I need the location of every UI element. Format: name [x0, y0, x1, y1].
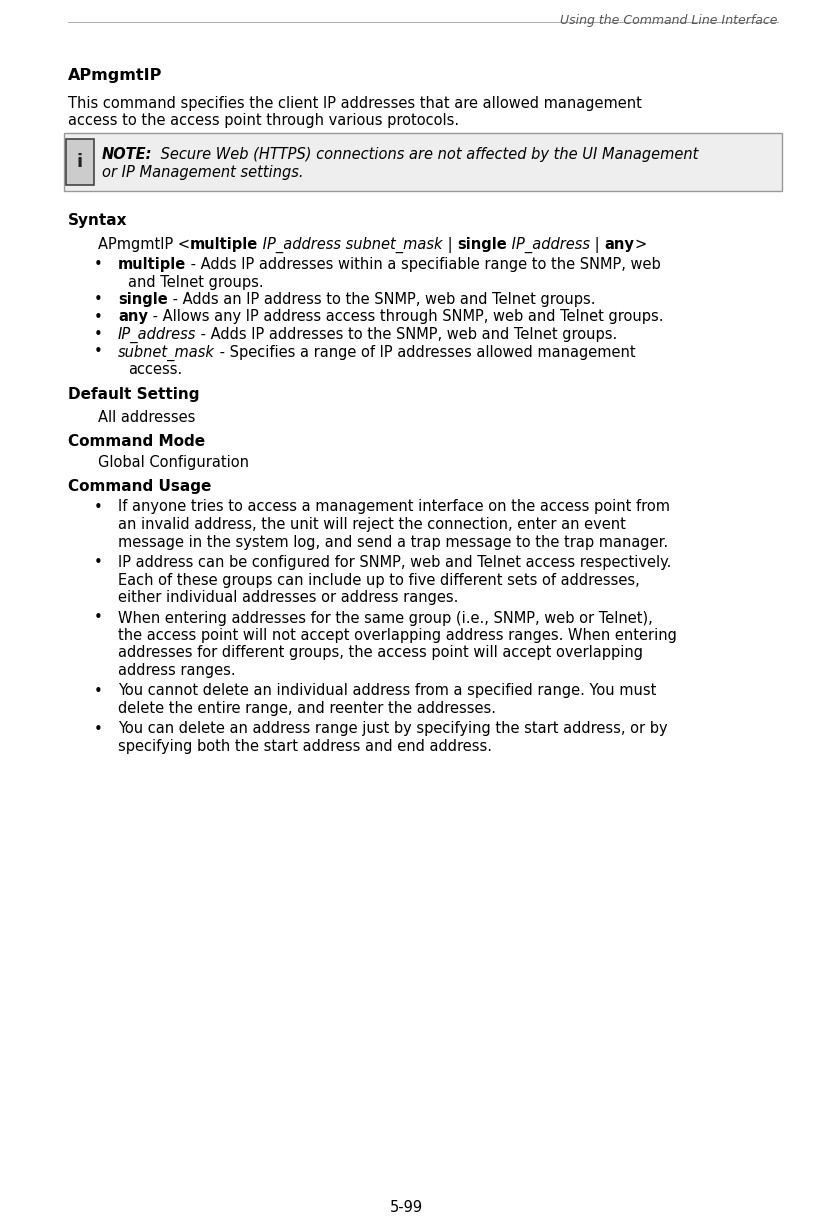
- Text: This command specifies the client IP addresses that are allowed management: This command specifies the client IP add…: [68, 96, 642, 111]
- Text: Global Configuration: Global Configuration: [98, 456, 249, 471]
- Text: IP_address: IP_address: [118, 327, 197, 343]
- Text: single: single: [457, 237, 506, 252]
- Text: |: |: [443, 237, 457, 253]
- Text: All addresses: All addresses: [98, 409, 195, 424]
- Text: •: •: [94, 611, 102, 626]
- Text: Default Setting: Default Setting: [68, 387, 199, 403]
- Text: Command Usage: Command Usage: [68, 479, 211, 494]
- Text: •: •: [94, 721, 102, 736]
- Text: Syntax: Syntax: [68, 213, 128, 229]
- Text: •: •: [94, 310, 102, 324]
- Text: single: single: [118, 293, 167, 307]
- Text: NOTE:: NOTE:: [102, 147, 153, 162]
- Text: and Telnet groups.: and Telnet groups.: [128, 274, 263, 290]
- Text: subnet_mask: subnet_mask: [118, 344, 215, 360]
- Text: addresses for different groups, the access point will accept overlapping: addresses for different groups, the acce…: [118, 645, 643, 660]
- Text: any: any: [118, 310, 148, 324]
- Text: Using the Command Line Interface: Using the Command Line Interface: [560, 14, 778, 27]
- Text: - Adds IP addresses within a specifiable range to the SNMP, web: - Adds IP addresses within a specifiable…: [186, 257, 661, 272]
- Text: either individual addresses or address ranges.: either individual addresses or address r…: [118, 590, 459, 605]
- Text: - Adds IP addresses to the SNMP, web and Telnet groups.: - Adds IP addresses to the SNMP, web and…: [197, 327, 618, 342]
- Text: •: •: [94, 327, 102, 342]
- Text: address ranges.: address ranges.: [118, 662, 236, 678]
- Text: IP_address: IP_address: [506, 237, 590, 253]
- Text: •: •: [94, 257, 102, 272]
- Text: - Adds an IP address to the SNMP, web and Telnet groups.: - Adds an IP address to the SNMP, web an…: [167, 293, 595, 307]
- Text: •: •: [94, 293, 102, 307]
- Text: multiple: multiple: [118, 257, 186, 272]
- Text: •: •: [94, 556, 102, 570]
- Text: Secure Web (HTTPS) connections are not affected by the UI Management: Secure Web (HTTPS) connections are not a…: [155, 147, 698, 162]
- Text: When entering addresses for the same group (i.e., SNMP, web or Telnet),: When entering addresses for the same gro…: [118, 611, 653, 626]
- Text: |: |: [590, 237, 604, 253]
- Text: access.: access.: [128, 363, 182, 377]
- Text: specifying both the start address and end address.: specifying both the start address and en…: [118, 739, 492, 755]
- Text: •: •: [94, 499, 102, 515]
- Text: APmgmtIP <: APmgmtIP <: [98, 237, 190, 252]
- Text: delete the entire range, and reenter the addresses.: delete the entire range, and reenter the…: [118, 701, 496, 717]
- Text: You can delete an address range just by specifying the start address, or by: You can delete an address range just by …: [118, 721, 667, 736]
- Text: access to the access point through various protocols.: access to the access point through vario…: [68, 113, 459, 128]
- Text: the access point will not accept overlapping address ranges. When entering: the access point will not accept overlap…: [118, 628, 677, 643]
- Text: •: •: [94, 683, 102, 698]
- FancyBboxPatch shape: [66, 139, 94, 186]
- Text: IP address can be configured for SNMP, web and Telnet access respectively.: IP address can be configured for SNMP, w…: [118, 556, 672, 570]
- Text: - Specifies a range of IP addresses allowed management: - Specifies a range of IP addresses allo…: [215, 344, 636, 360]
- Text: 5-99: 5-99: [390, 1200, 423, 1215]
- Text: Command Mode: Command Mode: [68, 434, 205, 449]
- Text: - Allows any IP address access through SNMP, web and Telnet groups.: - Allows any IP address access through S…: [148, 310, 663, 324]
- Text: IP_address subnet_mask: IP_address subnet_mask: [259, 237, 443, 253]
- Text: If anyone tries to access a management interface on the access point from: If anyone tries to access a management i…: [118, 499, 670, 515]
- Text: Each of these groups can include up to five different sets of addresses,: Each of these groups can include up to f…: [118, 573, 640, 587]
- Text: any: any: [604, 237, 634, 252]
- Text: You cannot delete an individual address from a specified range. You must: You cannot delete an individual address …: [118, 683, 656, 698]
- Text: >: >: [634, 237, 646, 252]
- Text: multiple: multiple: [190, 237, 259, 252]
- Text: APmgmtIP: APmgmtIP: [68, 68, 163, 84]
- FancyBboxPatch shape: [64, 133, 782, 190]
- Text: an invalid address, the unit will reject the connection, enter an event: an invalid address, the unit will reject…: [118, 517, 626, 532]
- Text: •: •: [94, 344, 102, 360]
- Text: or IP Management settings.: or IP Management settings.: [102, 165, 303, 179]
- Text: i: i: [77, 152, 83, 171]
- Text: message in the system log, and send a trap message to the trap manager.: message in the system log, and send a tr…: [118, 535, 668, 549]
